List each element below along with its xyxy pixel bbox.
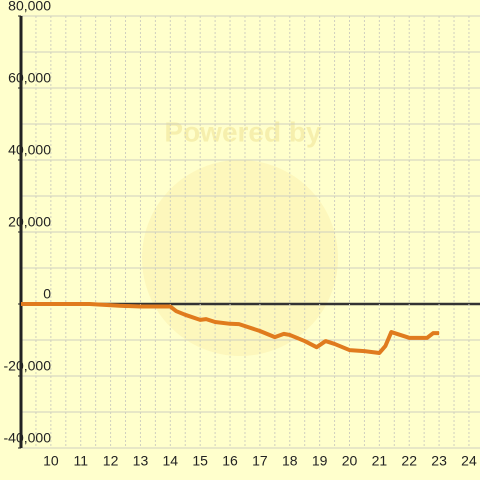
y-tick-label: -40,000 (4, 430, 52, 446)
x-tick-label: 19 (312, 453, 328, 469)
x-tick-label: 16 (222, 453, 238, 469)
x-tick-label: 15 (192, 453, 208, 469)
data-line (21, 302, 440, 355)
x-tick-label: 24 (461, 453, 477, 469)
x-tick-label: 21 (372, 453, 388, 469)
x-tick-label: 18 (282, 453, 298, 469)
x-tick-label: 10 (43, 453, 59, 469)
x-tick-label: 20 (342, 453, 358, 469)
watermark: Powered by (164, 116, 322, 147)
x-tick-label: 13 (133, 453, 149, 469)
y-tick-label: 60,000 (8, 70, 51, 86)
y-tick-label: 20,000 (8, 214, 51, 230)
x-tick-label: 11 (73, 453, 88, 469)
y-tick-label: 40,000 (8, 142, 51, 158)
x-tick-label: 23 (431, 453, 447, 469)
y-tick-label: 80,000 (8, 0, 51, 14)
x-tick-label: 22 (401, 453, 417, 469)
x-tick-label: 12 (103, 453, 119, 469)
y-tick-label: 0 (43, 286, 51, 302)
x-tick-label: 14 (163, 453, 179, 469)
y-tick-label: -20,000 (4, 358, 52, 374)
watermark-logo (142, 160, 338, 356)
x-tick-label: 17 (252, 453, 268, 469)
